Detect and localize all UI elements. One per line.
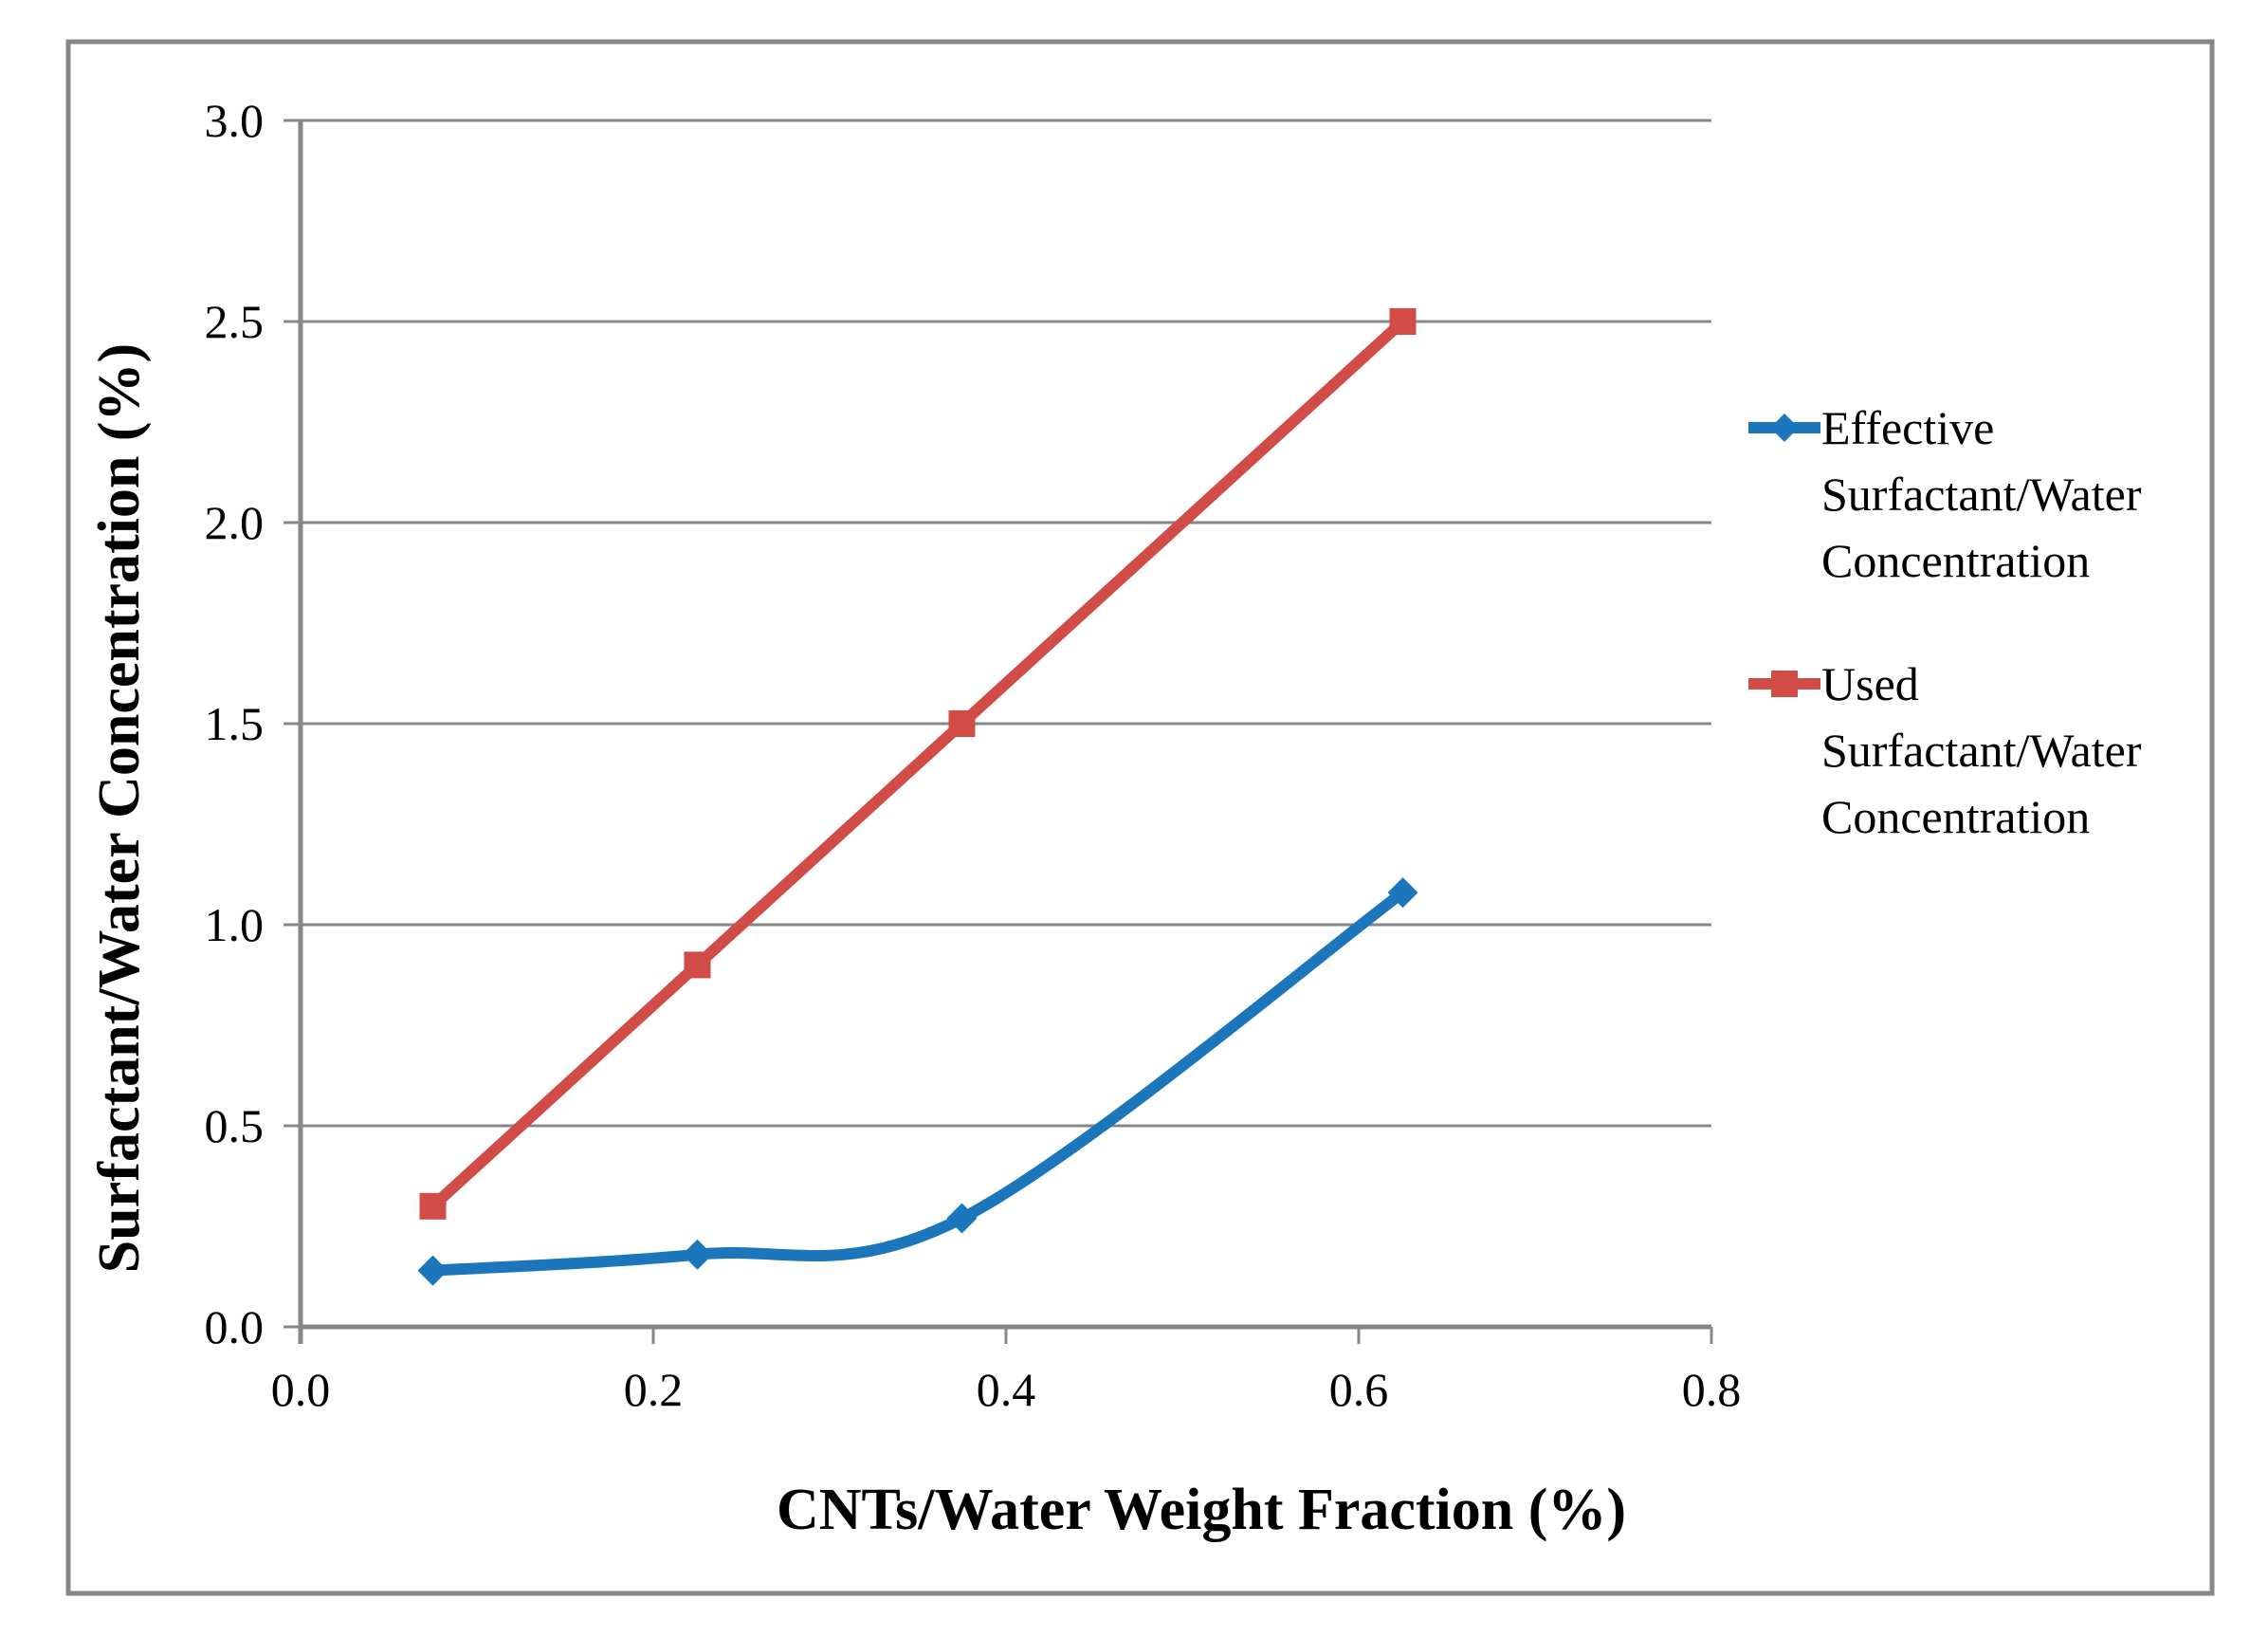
series-line-effective	[427, 887, 1409, 1277]
data-point-marker-effective	[682, 1239, 713, 1270]
y-tick-label: 0.0	[205, 1300, 265, 1353]
y-tick-label: 2.5	[205, 295, 265, 348]
legend-label-line: Concentration	[1821, 790, 2091, 843]
legend-label-line: Effective	[1821, 401, 1995, 454]
y-tick-label: 1.0	[205, 898, 265, 951]
figure-border	[65, 39, 2215, 1596]
legend-item-used: Used Surfactant/Water Concentration	[1747, 651, 2141, 850]
x-tick-label: 0.4	[977, 1363, 1036, 1416]
effective-series-legend-marker-icon	[1748, 414, 1820, 442]
data-point-marker-effective	[417, 1255, 448, 1286]
legend-label-line: Used	[1821, 657, 1919, 710]
x-tick-label: 0.8	[1682, 1363, 1742, 1416]
x-tick-label: 0.2	[624, 1363, 684, 1416]
data-point-marker-effective	[946, 1203, 978, 1234]
y-tick-label: 1.5	[205, 697, 265, 750]
data-point-marker-used	[419, 1192, 447, 1220]
x-tick-label: 0.0	[271, 1363, 331, 1416]
data-point-marker-used	[684, 951, 711, 979]
legend-label-used: Used Surfactant/Water Concentration	[1821, 651, 2141, 850]
diamond-marker-icon	[1770, 414, 1799, 442]
legend-label-line: Surfactant/Water	[1821, 468, 2142, 521]
y-axis-title: Surfactant/Water Concentration (%)	[87, 343, 152, 1273]
legend-item-effective: Effective Surfactant/Water Concentration	[1747, 395, 2141, 594]
y-tick-label: 2.0	[205, 496, 265, 549]
x-tick-label: 0.6	[1329, 1363, 1389, 1416]
square-marker-icon	[1771, 671, 1798, 697]
data-point-marker-used	[948, 710, 976, 737]
legend-label-line: Concentration	[1821, 534, 2091, 587]
legend-label-line: Surfactant/Water	[1821, 724, 2142, 777]
y-tick-label: 0.5	[205, 1099, 265, 1152]
data-point-marker-used	[1389, 308, 1417, 335]
y-tick-label: 3.0	[205, 94, 265, 147]
used-series-legend-marker-icon	[1748, 671, 1820, 697]
x-axis-title: CNTs/Water Weight Fraction (%)	[777, 1478, 1626, 1542]
series-line-used	[427, 316, 1409, 1212]
data-point-marker-effective	[1387, 877, 1418, 909]
legend-label-effective: Effective Surfactant/Water Concentration	[1821, 395, 2141, 594]
